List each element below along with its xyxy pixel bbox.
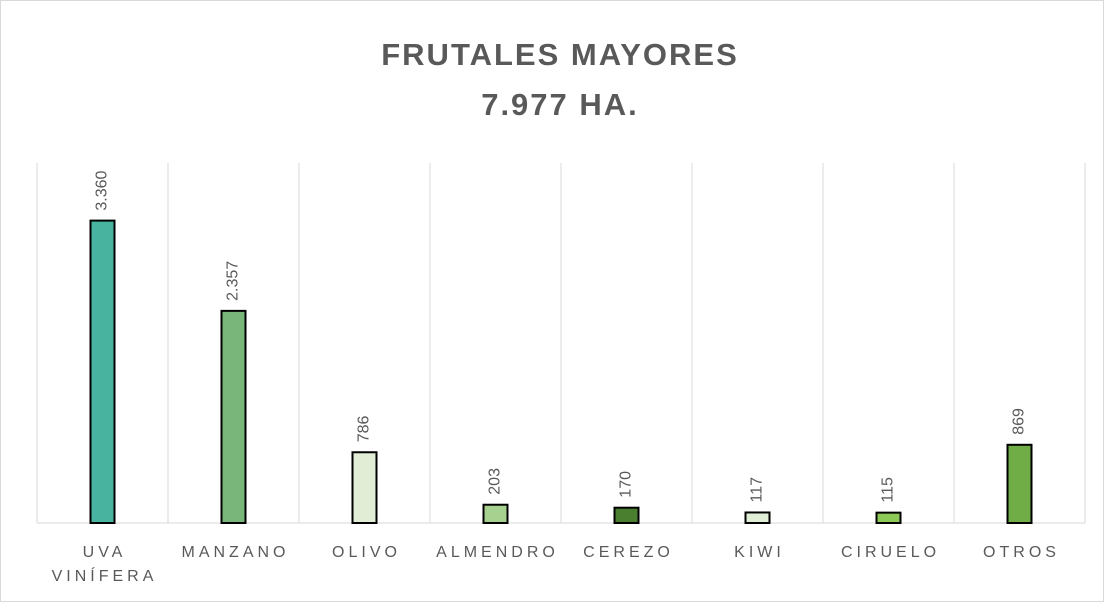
bar bbox=[875, 511, 902, 525]
value-label: 117 bbox=[749, 477, 766, 503]
x-tick-label: KIWI bbox=[734, 544, 785, 561]
value-label: 2.357 bbox=[225, 261, 242, 301]
bar bbox=[744, 511, 771, 524]
x-tick-label: OLIVO bbox=[332, 544, 401, 561]
x-tick-label: ALMENDRO bbox=[436, 544, 559, 561]
bar bbox=[220, 309, 247, 524]
x-tick-label: CEREZO bbox=[583, 544, 674, 561]
x-tick-label: OTROS bbox=[983, 544, 1060, 561]
bar bbox=[1006, 443, 1033, 525]
value-label: 115 bbox=[880, 477, 897, 503]
bar bbox=[351, 451, 378, 525]
value-label: 203 bbox=[487, 468, 504, 495]
x-tick-label: UVA VINÍFERA bbox=[52, 544, 158, 585]
value-label: 170 bbox=[618, 471, 635, 498]
bar bbox=[613, 506, 640, 525]
value-label: 3.360 bbox=[94, 170, 111, 210]
bar bbox=[482, 503, 509, 525]
bar bbox=[89, 219, 116, 524]
x-tick-label: CIRUELO bbox=[841, 544, 940, 561]
chart-title: FRUTALES MAYORES bbox=[381, 37, 739, 72]
value-label: 786 bbox=[356, 415, 373, 442]
chart-subtitle: 7.977 HA. bbox=[481, 87, 639, 122]
value-label: 869 bbox=[1011, 408, 1028, 435]
x-tick-label: MANZANO bbox=[182, 544, 290, 561]
